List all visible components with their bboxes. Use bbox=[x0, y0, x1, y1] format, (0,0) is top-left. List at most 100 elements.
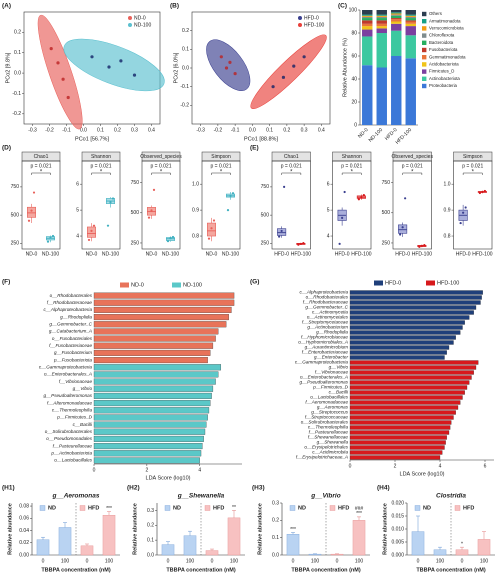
bar bbox=[349, 390, 465, 395]
p-value: p = 0.021 bbox=[281, 163, 302, 169]
legend-label: ND-100 bbox=[183, 282, 202, 288]
x-tick-label: 2 bbox=[394, 463, 397, 469]
x-tick-label: ND-0 bbox=[357, 127, 370, 140]
bar bbox=[349, 400, 461, 405]
legend-swatch bbox=[422, 55, 427, 60]
bar bbox=[349, 365, 477, 370]
legend-label: HFD bbox=[463, 505, 474, 511]
category-label: f__Erysipelotrichaceae_A bbox=[296, 455, 348, 460]
x-tick-label: HFD-0 bbox=[274, 251, 289, 257]
bar-segment bbox=[391, 30, 402, 56]
category-label: o__Fusobacteriales bbox=[52, 336, 93, 341]
point bbox=[229, 194, 232, 197]
x-tick-label: ND-0 bbox=[206, 251, 218, 257]
bar bbox=[93, 306, 232, 313]
x-tick-label: HFD-100 bbox=[412, 251, 433, 257]
sig-mark: * bbox=[411, 170, 414, 176]
bar bbox=[286, 534, 300, 556]
bar bbox=[93, 443, 203, 450]
category-label: g__Aeromonas bbox=[317, 405, 349, 410]
category-label: f__Enterobacteriaceae bbox=[302, 350, 349, 355]
sig-bracket bbox=[151, 172, 171, 175]
x-tick-label: 0.3 bbox=[131, 127, 138, 133]
legend-label: Actinobacteriota bbox=[429, 76, 460, 81]
category-label: g__Rhodoplidia bbox=[60, 314, 92, 319]
y-tick-label: 0.8 bbox=[444, 233, 451, 239]
x-tick-label: 0.2 bbox=[114, 127, 121, 133]
x-tick-label: HFD-100 bbox=[291, 251, 312, 257]
sig-bracket bbox=[341, 172, 362, 175]
legend-swatch bbox=[39, 505, 46, 511]
point bbox=[210, 227, 213, 230]
category-label: f__Pasteurellaceae bbox=[53, 443, 93, 448]
sig-mark: * bbox=[351, 170, 354, 176]
panel-label: (H3) bbox=[252, 485, 265, 492]
y-axis-label: PCo2 [9.8%] bbox=[5, 52, 11, 83]
bar bbox=[477, 539, 491, 556]
x-tick-label: ND-100 bbox=[368, 127, 385, 144]
y-tick-label: 0.1 bbox=[147, 537, 154, 543]
sig-bracket bbox=[281, 172, 302, 175]
bar bbox=[349, 440, 446, 445]
bar-segment bbox=[376, 15, 387, 17]
point bbox=[299, 242, 302, 246]
bar bbox=[93, 414, 208, 421]
subplot-title: Shannon bbox=[342, 154, 362, 160]
x-tick-label: HFD-0 bbox=[395, 251, 410, 257]
plot-frame bbox=[81, 160, 121, 250]
x-tick-label: 100 bbox=[186, 558, 195, 564]
y-tick-label: 500 bbox=[382, 210, 391, 216]
point bbox=[231, 192, 235, 195]
bar-segment bbox=[376, 14, 387, 16]
panel-label: (H4) bbox=[377, 485, 390, 492]
bar bbox=[349, 405, 459, 410]
chart-title: g__Vibrio bbox=[310, 493, 340, 500]
bar-segment bbox=[391, 10, 402, 13]
point bbox=[302, 55, 306, 59]
plot-frame bbox=[271, 160, 311, 250]
bar bbox=[349, 350, 447, 355]
x-tick-label: HFD-100 bbox=[395, 127, 414, 146]
category-label: o__Pseudomonadales bbox=[46, 436, 92, 441]
x-tick-label: 100 bbox=[480, 558, 489, 564]
x-tick-label: 100 bbox=[105, 558, 114, 564]
y-tick-label: 250 bbox=[261, 241, 270, 247]
category-label: o__Enterobacterales_A bbox=[300, 375, 348, 380]
category-label: p__Fusobacteriota bbox=[53, 357, 92, 362]
box bbox=[207, 222, 216, 237]
bar bbox=[349, 295, 482, 300]
sig-mark: * bbox=[220, 170, 223, 176]
category-label: f__Rhodobacteraceae bbox=[47, 300, 93, 305]
legend-label: ND-100 bbox=[134, 22, 151, 28]
bar bbox=[205, 550, 219, 556]
category-label: g__Fusobacterium bbox=[54, 350, 92, 355]
y-tick-label: 0 bbox=[354, 122, 357, 128]
box bbox=[398, 224, 408, 234]
subplot-title: Shannon bbox=[91, 154, 111, 160]
sig-mark: * bbox=[40, 170, 43, 176]
legend-marker bbox=[128, 23, 132, 27]
bar bbox=[102, 515, 116, 556]
p-value: p = 0.021 bbox=[151, 163, 172, 169]
bar bbox=[349, 385, 468, 390]
box bbox=[27, 206, 36, 218]
bar bbox=[93, 349, 211, 356]
category-label: g__Catabacterium_A bbox=[49, 329, 92, 334]
x-tick-label: ND-100 bbox=[222, 251, 239, 257]
legend-label: HFD bbox=[213, 505, 224, 511]
y-tick-label: 0.3 bbox=[272, 500, 279, 506]
y-axis-label: Relative abundance bbox=[132, 503, 138, 555]
y-tick-label: 500 bbox=[131, 210, 140, 216]
bar bbox=[93, 328, 219, 335]
confidence-ellipse bbox=[37, 14, 83, 130]
category-label: p__Firmicutes_D bbox=[312, 385, 348, 390]
x-tick-label: ND-0 bbox=[146, 251, 158, 257]
x-tick-label: 2 bbox=[145, 467, 148, 473]
chart-title: g__Shewanella bbox=[177, 493, 225, 500]
legend-swatch bbox=[426, 280, 435, 286]
x-tick-label: 0 bbox=[211, 558, 214, 564]
legend-label: Proteobacteria bbox=[429, 83, 458, 88]
legend-label: Armatimonadota bbox=[429, 18, 461, 23]
point bbox=[271, 85, 275, 89]
